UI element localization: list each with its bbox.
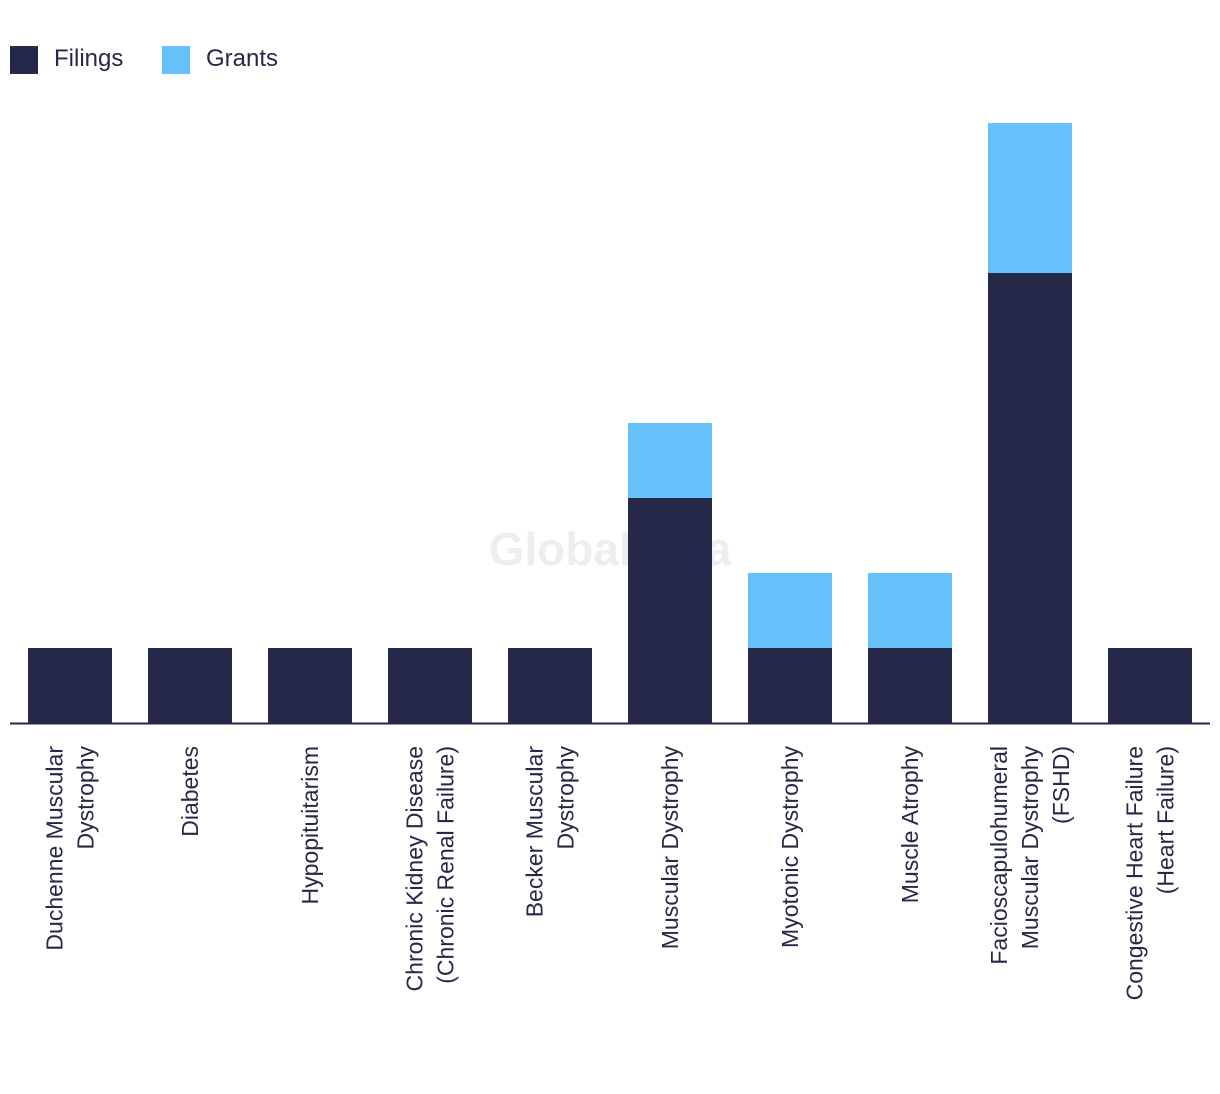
bar-filings-9	[1108, 648, 1192, 723]
x-tick-label-line: Diabetes	[177, 746, 203, 837]
bar-filings-5	[628, 498, 712, 723]
legend-label-filings: Filings	[54, 45, 123, 72]
bar-filings-3	[388, 648, 472, 723]
bar-filings-7	[868, 648, 952, 723]
x-tick-label-line: Congestive Heart Failure	[1122, 746, 1148, 1000]
x-tick-label-line: Duchenne Muscular	[42, 746, 68, 951]
x-tick-label-line: (Chronic Renal Failure)	[433, 746, 459, 984]
x-tick-label-line: (Heart Failure)	[1153, 746, 1179, 894]
bar-filings-8	[988, 273, 1072, 723]
x-tick-label-5: Muscular Dystrophy	[657, 746, 683, 950]
legend-swatch-grants	[162, 46, 190, 74]
bar-grants-7	[868, 573, 952, 648]
legend: Filings Grants	[10, 45, 278, 74]
x-tick-label-7: Muscle Atrophy	[897, 746, 923, 904]
x-tick-label-line: Becker Muscular	[522, 746, 548, 918]
x-tick-label-6: Myotonic Dystrophy	[777, 746, 803, 948]
x-tick-label-line: Facioscapulohumeral	[986, 746, 1012, 965]
bar-grants-6	[748, 573, 832, 648]
x-tick-label-1: Diabetes	[177, 746, 203, 837]
x-tick-label-2: Hypopituitarism	[297, 746, 323, 905]
legend-label-grants: Grants	[206, 45, 278, 72]
bar-filings-4	[508, 648, 592, 723]
x-tick-label-line: Dystrophy	[553, 746, 579, 850]
bar-filings-0	[28, 648, 112, 723]
x-tick-label-line: Muscle Atrophy	[897, 746, 923, 904]
x-tick-label-8: Facioscapulohumeral Muscular Dystrophy (FS…	[986, 746, 1074, 965]
x-tick-labels: Duchenne Muscular Dystrophy Diabetes Hypopi…	[42, 746, 1179, 1001]
x-tick-label-9: Congestive Heart Failure (Heart Failure)	[1122, 746, 1179, 1000]
x-tick-label-line: Chronic Kidney Disease	[402, 746, 428, 991]
x-tick-label-3: Chronic Kidney Disease (Chronic Renal Fai…	[402, 746, 459, 991]
x-tick-label-line: Myotonic Dystrophy	[777, 746, 803, 948]
x-tick-label-line: Muscular Dystrophy	[1017, 746, 1043, 950]
x-tick-label-line: Dystrophy	[73, 746, 99, 850]
x-tick-label-line: Muscular Dystrophy	[657, 746, 683, 950]
bar-filings-6	[748, 648, 832, 723]
bar-filings-1	[148, 648, 232, 723]
x-tick-label-line: (FSHD)	[1048, 746, 1074, 824]
x-tick-label-4: Becker Muscular Dystrophy	[522, 746, 579, 918]
x-tick-label-line: Hypopituitarism	[297, 746, 323, 905]
legend-swatch-filings	[10, 46, 38, 74]
bar-grants-5	[628, 423, 712, 498]
x-tick-label-0: Duchenne Muscular Dystrophy	[42, 746, 99, 951]
bars	[28, 123, 1192, 723]
bar-grants-8	[988, 123, 1072, 273]
bar-filings-2	[268, 648, 352, 723]
